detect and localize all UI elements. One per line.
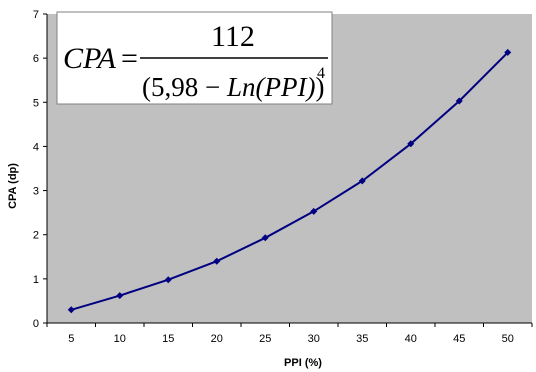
formula-annotation: CPA = 112 (5,98 − Ln(PPI)) 4 xyxy=(56,11,333,105)
y-tick-label: 3 xyxy=(33,186,39,198)
x-axis-title: PPI (%) xyxy=(284,357,322,369)
formula-equals: = xyxy=(121,42,138,75)
data-point-marker xyxy=(164,276,172,284)
data-point-marker xyxy=(67,306,75,314)
x-tick-label: 40 xyxy=(405,333,417,345)
y-tick-label: 1 xyxy=(33,274,39,286)
formula-exponent: 4 xyxy=(317,65,325,82)
x-tick-label: 10 xyxy=(114,333,126,345)
y-tick-label: 4 xyxy=(33,141,39,153)
data-point-marker xyxy=(504,48,512,56)
data-point-marker xyxy=(116,292,124,300)
x-tick-label: 5 xyxy=(68,333,74,345)
x-tick-label: 45 xyxy=(453,333,465,345)
y-tick-label: 0 xyxy=(33,318,39,330)
y-tick-label: 7 xyxy=(33,9,39,21)
x-tick-label: 30 xyxy=(308,333,320,345)
data-point-marker xyxy=(358,177,366,185)
axis-ticks xyxy=(43,13,533,327)
data-point-marker xyxy=(213,257,221,265)
formula-denominator: (5,98 − Ln(PPI)) xyxy=(142,72,324,102)
y-tick-label: 5 xyxy=(33,97,39,109)
denominator-close: ) xyxy=(315,72,324,102)
data-point-marker xyxy=(455,97,463,105)
data-point-marker xyxy=(261,234,269,242)
formula-lhs: CPA xyxy=(63,42,116,75)
series-markers xyxy=(67,48,512,314)
data-point-marker xyxy=(407,140,415,148)
series-line xyxy=(71,51,509,311)
x-tick-label: 20 xyxy=(211,333,223,345)
y-tick-label: 2 xyxy=(33,230,39,242)
x-tick-label: 25 xyxy=(259,333,271,345)
denominator-open: (5,98 − xyxy=(142,72,227,102)
x-tick-label: 35 xyxy=(356,333,368,345)
x-tick-label: 50 xyxy=(502,333,514,345)
x-tick-label: 15 xyxy=(162,333,174,345)
y-tick-label: 6 xyxy=(33,53,39,65)
formula-numerator: 112 xyxy=(211,20,255,53)
denominator-fn: Ln(PPI) xyxy=(226,72,315,102)
y-axis-title: CPA (dp) xyxy=(7,163,19,209)
data-point-marker xyxy=(310,207,318,215)
